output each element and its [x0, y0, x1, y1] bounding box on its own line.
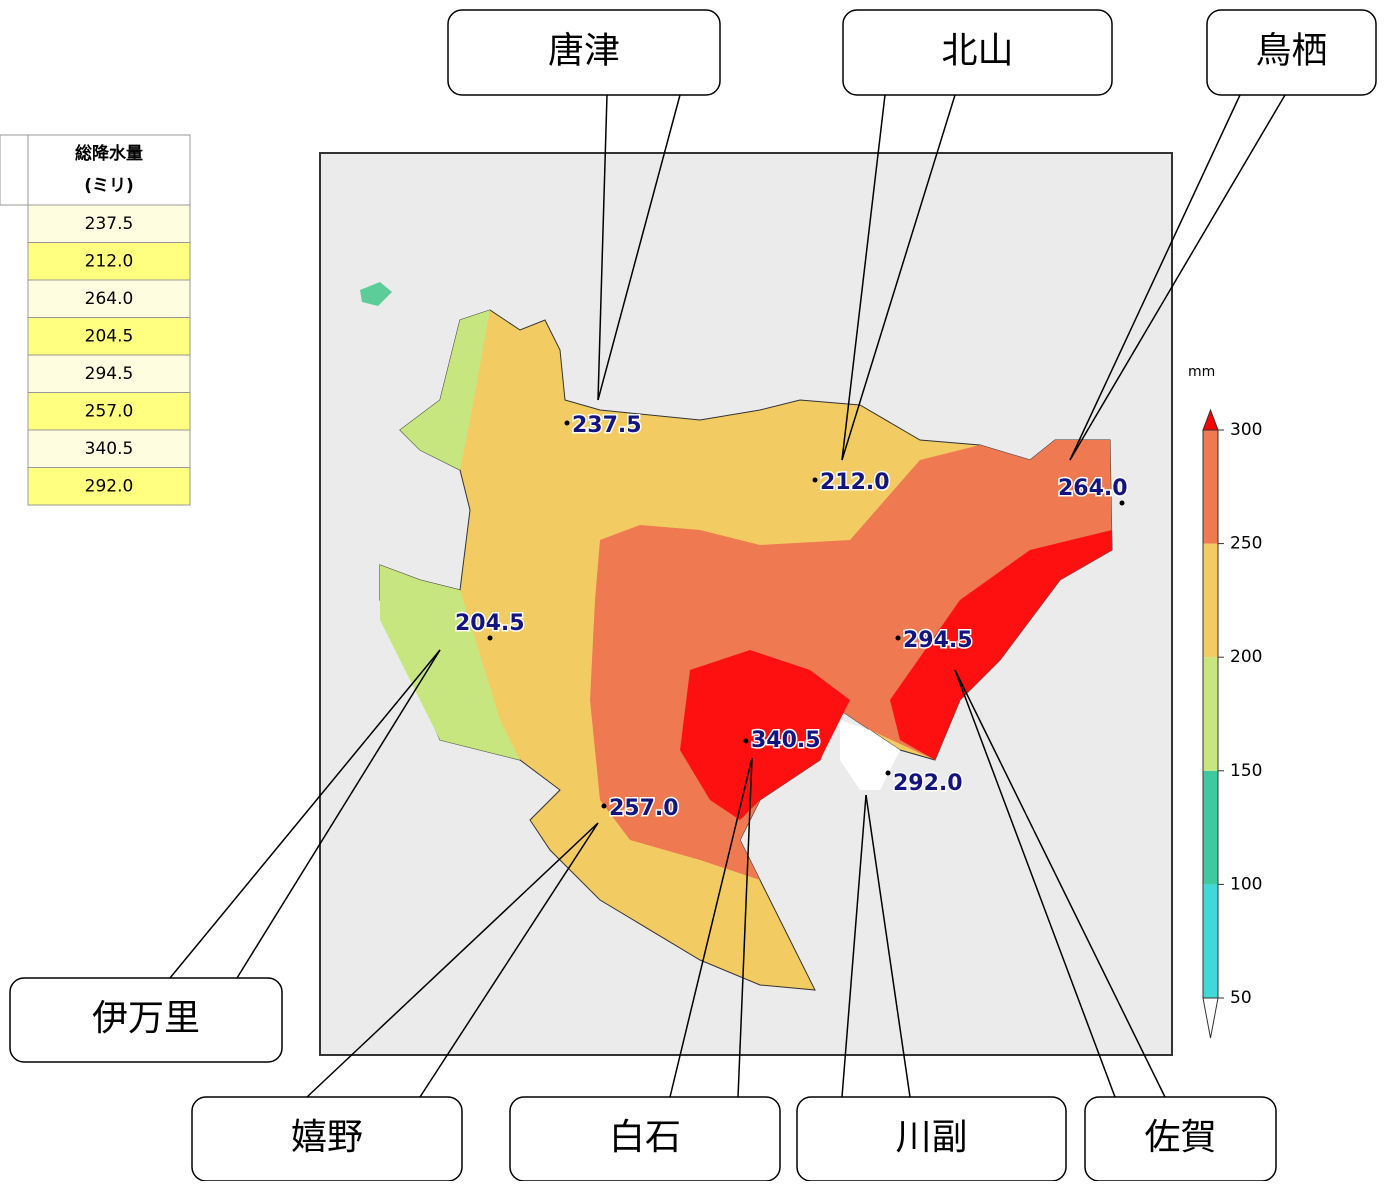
colorbar-segment — [1203, 430, 1218, 544]
table-cell — [27, 317, 191, 356]
callout-pointer — [169, 649, 441, 979]
station-labels: 237.5 212.0 264.0 204.5 294.5 257.0 340.5 292.0 — [454, 412, 1130, 823]
callout-pointer — [597, 94, 608, 401]
callout-pointer — [306, 822, 599, 1098]
station-dot — [885, 770, 891, 776]
callout-box — [842, 9, 1113, 96]
callout-pointer — [419, 822, 599, 1098]
table-value: 294.5 — [85, 364, 134, 384]
table-cell — [27, 279, 191, 318]
colorbar-tick-label: 250 — [1230, 534, 1262, 554]
table-value: 340.5 — [85, 439, 134, 459]
rain-zone-300 — [680, 650, 850, 820]
table-cell — [27, 354, 191, 393]
table-cell — [27, 392, 191, 431]
rain-table: 総降水量 (ミリ) 237.5 212.0 264.0 204.5 294.5 257.0… — [0, 134, 191, 506]
callout-pointer — [236, 649, 441, 979]
callout-label: 嬉野 — [291, 1117, 363, 1158]
colorbar-tick-label: 200 — [1230, 647, 1262, 667]
station-dot — [564, 420, 570, 426]
colorbar-tick-label: 300 — [1230, 420, 1262, 440]
station-value: 257.0 — [609, 796, 679, 821]
callout-pointer — [954, 669, 1116, 1098]
callout-pointer — [954, 669, 1166, 1098]
table-value: 212.0 — [85, 252, 134, 272]
callout-pointer — [1069, 94, 1286, 461]
colorbar-tick-label: 150 — [1230, 761, 1262, 781]
callout-pointer — [841, 794, 867, 1098]
callout-label: 唐津 — [548, 31, 620, 72]
callout-label: 川副 — [895, 1117, 967, 1158]
callout-label: 北山 — [941, 31, 1013, 72]
station-dot — [1119, 500, 1125, 506]
colorbar-segment — [1203, 543, 1218, 658]
callout-label: 鳥栖 — [1255, 31, 1327, 72]
station-value: 264.0 — [1058, 476, 1128, 501]
callout-label: 白石 — [609, 1117, 681, 1158]
station-value: 237.5 — [572, 413, 642, 438]
bay — [840, 720, 900, 790]
table-cell — [27, 429, 191, 468]
table-value: 204.5 — [85, 327, 134, 347]
rain-zone-150 — [400, 310, 490, 470]
station-dot — [895, 635, 901, 641]
table-header: 総降水量 — [75, 143, 143, 164]
callout-box — [9, 977, 283, 1063]
station-dot — [812, 477, 818, 483]
callout-pointer — [865, 794, 911, 1098]
callout-pointer — [841, 94, 956, 461]
map-area — [319, 152, 1173, 1056]
colorbar-tick-label: 100 — [1230, 874, 1262, 894]
callout-box — [447, 9, 721, 96]
colorbar-segment — [1203, 884, 1218, 998]
callout-pointer — [737, 757, 753, 1098]
table-value: 237.5 — [85, 214, 134, 234]
colorbar-unit: mm — [1188, 364, 1215, 380]
rain-zone-300 — [890, 530, 1112, 760]
station-value: 212.0 — [820, 470, 890, 495]
table-header-cell — [0, 134, 191, 206]
station-value: 340.5 — [751, 728, 821, 753]
callout-box — [1206, 9, 1377, 96]
callout-label: 伊万里 — [92, 998, 200, 1039]
table-cell — [27, 204, 191, 243]
colorbar-frame — [1202, 429, 1219, 999]
station-dot — [601, 803, 607, 809]
callout-pointer — [597, 94, 681, 401]
colorbar-over — [1202, 408, 1219, 431]
table-value: 292.0 — [85, 477, 134, 497]
table-header: (ミリ) — [84, 176, 134, 196]
station-value: 204.5 — [455, 611, 525, 636]
table-value: 264.0 — [85, 289, 134, 309]
station-value: 294.5 — [903, 628, 973, 653]
table-value: 257.0 — [85, 402, 134, 422]
callout-pointer — [669, 757, 753, 1098]
station-dot — [743, 738, 749, 744]
rain-zone-150 — [380, 565, 520, 760]
station-value: 292.0 — [893, 771, 963, 796]
colorbar-tick-label: 50 — [1230, 988, 1252, 1008]
callout-label: 佐賀 — [1144, 1117, 1216, 1158]
island — [360, 282, 392, 306]
table-cell — [27, 467, 191, 506]
colorbar-under — [1202, 997, 1219, 1039]
station-dot — [487, 635, 493, 641]
callout-pointer — [841, 94, 886, 461]
colorbar: 50 100 150 200 250 300 mm — [1188, 364, 1262, 1039]
colorbar-segment — [1203, 770, 1218, 885]
callout-pointer — [1069, 94, 1241, 461]
colorbar-segment — [1203, 657, 1218, 771]
